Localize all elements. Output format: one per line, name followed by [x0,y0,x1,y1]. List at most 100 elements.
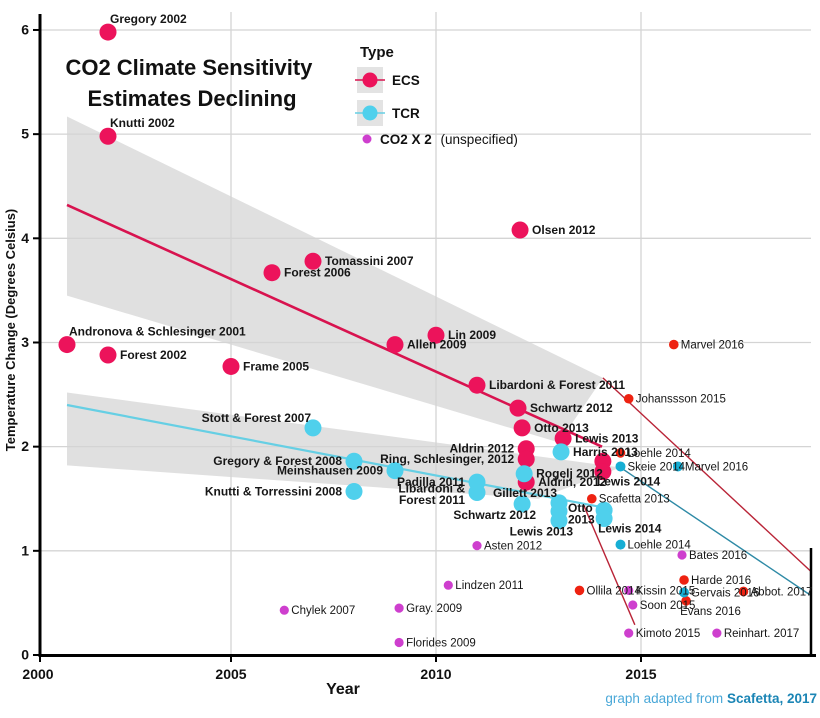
data-point-ecs [58,336,76,354]
point-label-line: Schwartz 2012 [530,401,613,415]
point-label: Knutti & Torressini 2008 [205,484,342,498]
point-label: Kissin 2015 [636,585,695,597]
tcr-confidence-band [67,392,621,499]
data-point-ecs [427,326,445,344]
data-point-tcr [304,419,322,437]
y-tick-label-0: 0 [21,647,29,663]
point-label-line: Lewis 2013 [575,431,639,445]
caption: graph adapted from Scafetta, 2017 [605,691,817,706]
steep-extension-line [582,504,636,626]
point-label-line: Libardoni & Forest 2011 [489,378,625,392]
point-label: Olsen 2012 [532,223,596,237]
data-point-tcr-small [679,587,690,598]
point-label: Harris 2013 [573,445,638,459]
point-label: Scafetta 2013 [599,494,670,506]
point-label-line: Soon 2015 [640,600,696,612]
point-label: Ring, Schlesinger, 2012 [380,452,514,466]
point-label: Frame 2005 [243,359,309,373]
point-label-line: Loehle 2014 [628,540,692,552]
point-label-line: Harris 2013 [573,445,638,459]
point-label-line: Abbot. 2017 [751,586,813,598]
point-label-line: Aldrin 2012 [449,442,514,456]
y-tick-label-1: 1 [21,542,29,558]
data-point-tcr-small [615,539,626,550]
point-label: Gervais 2016 [691,587,759,599]
point-label-line: Lin 2009 [448,328,496,342]
point-label-line: Lindzen 2011 [455,580,523,592]
point-label-line: Harde 2016 [691,575,751,587]
point-label-line: Knutti & Torressini 2008 [205,484,342,498]
x-tick-label-2005: 2005 [215,666,246,682]
point-label: Soon 2015 [640,600,696,612]
point-label: Allen 2009 [407,338,467,352]
point-label-line: Gervais 2016 [691,587,759,599]
point-label: Lin 2009 [448,328,496,342]
point-label: Lewis 2014 [598,522,662,536]
point-label-line: Reinhart. 2017 [724,628,799,640]
data-point-ecs [468,376,486,394]
data-point-tcr [468,483,486,501]
point-label-line: Kimoto 2015 [636,628,701,640]
point-label: Libardoni & Forest 2011 [398,481,465,507]
y-tick-label-6: 6 [21,21,29,37]
data-point-tcr [386,462,404,480]
point-label: Gray. 2009 [406,603,462,615]
point-label: Otto 2013 [568,501,595,527]
point-label: Aldrin, 2012 [538,475,606,489]
data-point-ecs [509,399,527,417]
y-tick-label-3: 3 [21,334,29,350]
data-point-tcr-small [672,461,683,472]
point-label: Marvel 2016 [685,461,748,473]
data-point-co2-small [628,600,638,610]
caption-prefix: graph adapted from [605,691,727,706]
data-point-ecs [386,336,404,354]
legend-ecs-label: ECS [392,73,420,88]
caption-source-link[interactable]: Scafetta, 2017 [727,691,817,706]
data-point-tcr [550,512,568,530]
legend-co2x2-label-suffix: (unspecified) [441,132,518,147]
legend-tcr-label: TCR [392,106,420,121]
data-point-co2-small [624,628,634,638]
point-label: Gregory 2002 [110,12,187,26]
data-point-ecs [554,429,572,447]
point-label: Lewis 2014 [597,475,661,489]
point-label: Bates 2016 [689,550,747,562]
tcr-trend-line [66,403,613,511]
point-label: Meinshausen 2009 [277,464,383,478]
point-label-line: Lewis 2014 [597,475,661,489]
legend-title: Type [360,44,394,61]
point-label-line: Loehle 2014 [628,448,692,460]
data-point-tcr [552,443,570,461]
point-label-line: Gregory 2002 [110,12,187,26]
data-point-ecs-small [574,585,585,596]
tcr-extension-line [620,466,812,597]
point-label-line: Asten 2012 [484,541,542,553]
data-point-co2-small [677,550,687,560]
legend: Type ECS TCR CO2 X 2 (unspecified) [355,44,518,147]
ecs-confidence-band [67,116,603,443]
data-point-ecs-small [623,393,634,404]
plot-area: 0 1 2 3 4 5 6 2000 2005 2010 2015 Gregory 2002 Knutt… [21,12,816,682]
y-tick-label-5: 5 [21,126,29,142]
data-point-ecs-small [738,586,749,597]
point-label: Skeie 2014 [628,461,686,473]
data-point-co2-small [394,603,404,613]
data-point-ecs [511,221,529,239]
point-label: Forest 2006 [284,266,351,280]
x-tick-label-2015: 2015 [625,666,656,682]
point-label-line: Scafetta 2013 [599,494,670,506]
point-label: Gregory & Forest 2008 [213,454,342,468]
data-point-co2-small [279,605,289,615]
data-point-ecs [517,450,535,468]
point-label-line: 2013 [568,513,595,527]
point-label: Stott & Forest 2007 [202,411,312,425]
data-point-ecs-small [669,339,679,350]
point-label: Andronova & Schlesinger 2001 [69,325,246,339]
point-label: Knutti 2002 [110,116,175,130]
y-axis-title: Temperature Change (Degrees Celsius) [3,209,18,452]
point-label-line: Schwartz 2012 [453,508,536,522]
point-label-line: Gregory & Forest 2008 [213,454,342,468]
point-label-line: Aldrin, 2012 [538,475,606,489]
data-point-ecs-small [679,575,689,585]
